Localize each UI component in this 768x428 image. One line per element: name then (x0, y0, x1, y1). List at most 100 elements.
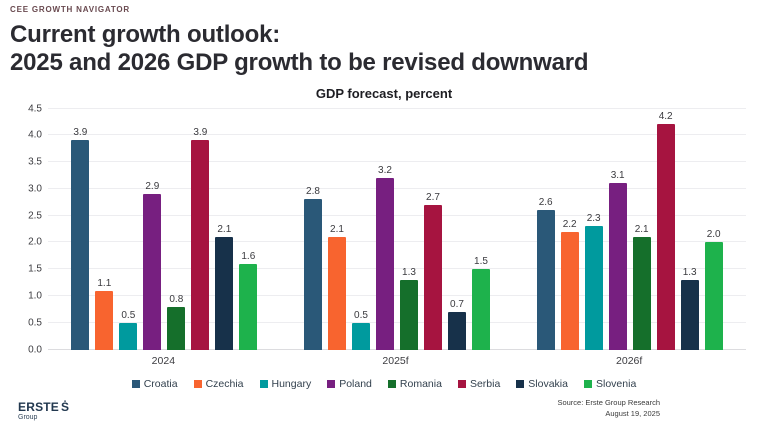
bar-cell-slovakia-2024: 2.1 (215, 108, 234, 350)
chart-title: GDP forecast, percent (315, 86, 453, 101)
bar-cell-croatia-2025f: 2.8 (303, 108, 322, 350)
legend-item-croatia: Croatia (131, 378, 178, 390)
bar-cell-poland-2024: 2.9 (143, 108, 162, 350)
legend-label: Hungary (271, 378, 312, 390)
bar-romania-2025f (399, 280, 418, 350)
bar-cell-slovenia-2025f: 1.5 (471, 108, 490, 350)
source-line2: August 19, 2025 (605, 409, 660, 419)
bar-romania-2026f (632, 237, 651, 350)
bar-value-label: 0.5 (354, 310, 368, 322)
bar-cell-hungary-2024: 0.5 (119, 108, 138, 350)
bar-slovenia-2026f (704, 242, 723, 350)
bar-croatia-2024 (71, 140, 90, 350)
bar-cell-poland-2026f: 3.1 (608, 108, 627, 350)
bar-cell-slovakia-2026f: 1.3 (680, 108, 699, 350)
gridline (48, 322, 746, 323)
bar-croatia-2026f (536, 210, 555, 350)
legend-item-romania: Romania (387, 378, 442, 390)
bar-slovakia-2024 (215, 237, 234, 350)
bar-hungary-2025f (351, 323, 370, 350)
legend-swatch-icon (457, 380, 466, 388)
bar-cell-romania-2026f: 2.1 (632, 108, 651, 350)
bar-cell-czechia-2025f: 2.1 (327, 108, 346, 350)
bar-cell-hungary-2026f: 2.3 (584, 108, 603, 350)
chart-body: 0.0 0.5 1.0 1.5 2.0 2.5 3.0 3.5 4.0 4.5 3.9 1.1 0.5… (22, 104, 746, 356)
bar-cell-slovenia-2026f: 2.0 (704, 108, 723, 350)
bar-group-2025f: 2.8 2.1 0.5 3.2 1.3 2.7 0.7 1.5 (303, 108, 490, 350)
y-tick-label: 2.0 (28, 236, 42, 248)
bar-hungary-2026f (584, 226, 603, 350)
y-tick-label: 4.0 (28, 129, 42, 141)
y-tick-label: 3.5 (28, 156, 42, 168)
bar-value-label: 3.9 (193, 127, 208, 139)
legend-label: Slovakia (528, 378, 568, 390)
bar-cell-czechia-2026f: 2.2 (560, 108, 579, 350)
page-title: Current growth outlook: 2025 and 2026 GD… (10, 21, 758, 77)
bar-slovenia-2025f (471, 269, 490, 350)
legend-item-slovakia: Slovakia (516, 378, 568, 390)
legend-label: Poland (339, 378, 372, 390)
bar-slovenia-2024 (239, 263, 258, 350)
bar-value-label: 3.9 (73, 127, 88, 139)
gridline (48, 188, 746, 189)
logo-text: ERSTE (18, 400, 60, 414)
legend-swatch-icon (327, 380, 336, 388)
logo-row: ERSTE Ṡ (18, 401, 69, 413)
gridline (48, 134, 746, 135)
bar-value-label: 2.9 (145, 181, 160, 193)
bar-czechia-2024 (95, 290, 114, 350)
bar-value-label: 2.3 (586, 213, 601, 225)
logo-subtext: Group (18, 414, 38, 421)
bar-value-label: 1.3 (402, 267, 416, 279)
bar-group-2024: 3.9 1.1 0.5 2.9 0.8 3.9 2.1 1.6 (71, 108, 258, 350)
bar-value-label: 0.5 (121, 310, 136, 322)
gridline (48, 349, 746, 350)
bar-value-label: 2.0 (706, 229, 721, 241)
bar-cell-slovenia-2024: 1.6 (239, 108, 258, 350)
bar-slovakia-2025f (447, 312, 466, 350)
bar-poland-2024 (143, 194, 162, 350)
bar-hungary-2024 (119, 323, 138, 350)
x-axis-labels: 2024 2025f 2026f (48, 350, 746, 367)
bar-value-label: 0.7 (450, 299, 464, 311)
bar-value-label: 3.1 (610, 170, 625, 182)
legend-label: Serbia (469, 378, 501, 390)
bar-cell-slovakia-2025f: 0.7 (447, 108, 466, 350)
y-axis: 0.0 0.5 1.0 1.5 2.0 2.5 3.0 3.5 4.0 4.5 (22, 104, 48, 356)
legend-item-poland: Poland (327, 378, 372, 390)
bar-cell-croatia-2026f: 2.6 (536, 108, 555, 350)
legend-swatch-icon (387, 380, 396, 388)
bar-value-label: 4.2 (658, 111, 673, 123)
bar-value-label: 3.2 (378, 164, 392, 176)
bar-czechia-2025f (327, 237, 346, 350)
bar-groups: 3.9 1.1 0.5 2.9 0.8 3.9 2.1 1.6 2.8 2.1 0.5 3.2 1.3 2… (48, 108, 746, 350)
bar-cell-poland-2025f: 3.2 (375, 108, 394, 350)
x-tick-label-2025f: 2025f (382, 355, 409, 367)
gdp-forecast-chart: GDP forecast, percent 0.0 0.5 1.0 1.5 2.0 2.5… (22, 86, 746, 390)
bar-cell-serbia-2024: 3.9 (191, 108, 210, 350)
legend-item-hungary: Hungary (259, 378, 312, 390)
legend-label: Czechia (205, 378, 244, 390)
bar-serbia-2024 (191, 140, 210, 350)
gridline (48, 268, 746, 269)
x-tick-label-2024: 2024 (151, 355, 176, 367)
legend-label: Croatia (143, 378, 178, 390)
bar-cell-croatia-2024: 3.9 (71, 108, 90, 350)
bar-value-label: 0.8 (169, 293, 184, 305)
legend-label: Slovenia (596, 378, 637, 390)
bar-cell-serbia-2026f: 4.2 (656, 108, 675, 350)
bar-group-2026f: 2.6 2.2 2.3 3.1 2.1 4.2 1.3 2.0 (536, 108, 723, 350)
bar-value-label: 2.1 (217, 224, 232, 236)
gridline (48, 215, 746, 216)
legend-item-czechia: Czechia (193, 378, 244, 390)
plot-area: 3.9 1.1 0.5 2.9 0.8 3.9 2.1 1.6 2.8 2.1 0.5 3.2 1.3 2… (48, 108, 746, 350)
y-tick-label: 1.5 (28, 263, 42, 275)
legend-label: Romania (399, 378, 442, 390)
bar-value-label: 1.6 (241, 250, 256, 262)
bar-cell-hungary-2025f: 0.5 (351, 108, 370, 350)
page-title-line2: 2025 and 2026 GDP growth to be revised d… (10, 49, 589, 77)
bar-cell-serbia-2025f: 2.7 (423, 108, 442, 350)
bar-value-label: 2.6 (538, 197, 553, 209)
legend-swatch-icon (584, 380, 592, 388)
bar-value-label: 1.5 (474, 256, 488, 268)
